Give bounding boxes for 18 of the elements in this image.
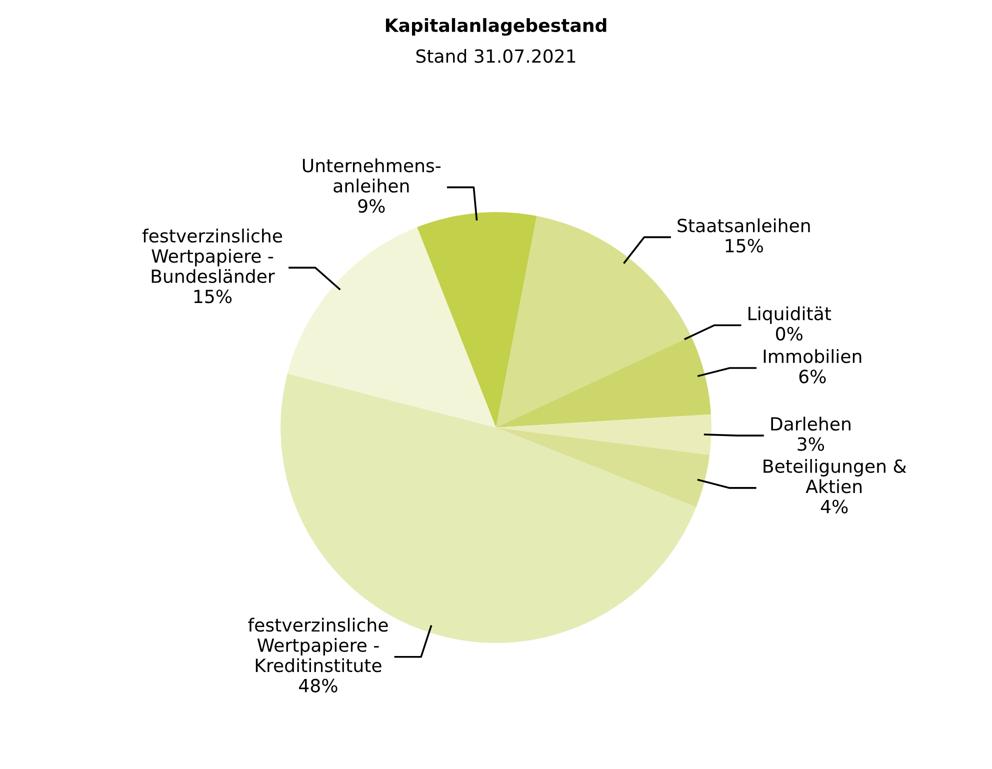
chart-title: Kapitalanlagebestand xyxy=(386,18,606,36)
data-label: 48% xyxy=(299,678,338,692)
data-label: 9% xyxy=(358,199,385,213)
text: 0% xyxy=(776,326,802,341)
data-label: 15% xyxy=(726,238,763,253)
data-label: 3% xyxy=(798,437,824,451)
slice-label: Staatsanleihen xyxy=(678,218,810,232)
chart-subtitle: Stand 31.07.2021 xyxy=(416,48,576,63)
slice-label: festverzinsliche Wertpapiere - Kreditinstitute xyxy=(248,618,388,672)
slice-label: festverzinsliche Wertpapiere - Bundesländer xyxy=(142,228,282,284)
slice-label: Darlehen xyxy=(771,416,850,431)
slice-label: Beteiligungen & Aktien xyxy=(764,459,906,494)
data-label: 4% xyxy=(820,500,848,514)
slice-label: Immobilien xyxy=(764,349,862,364)
category-label: Liquidität xyxy=(748,306,832,324)
slice-label: Unternehmens- anleihen xyxy=(302,158,441,193)
data-label: 15% xyxy=(194,290,232,304)
data-label: 6% xyxy=(799,370,826,384)
